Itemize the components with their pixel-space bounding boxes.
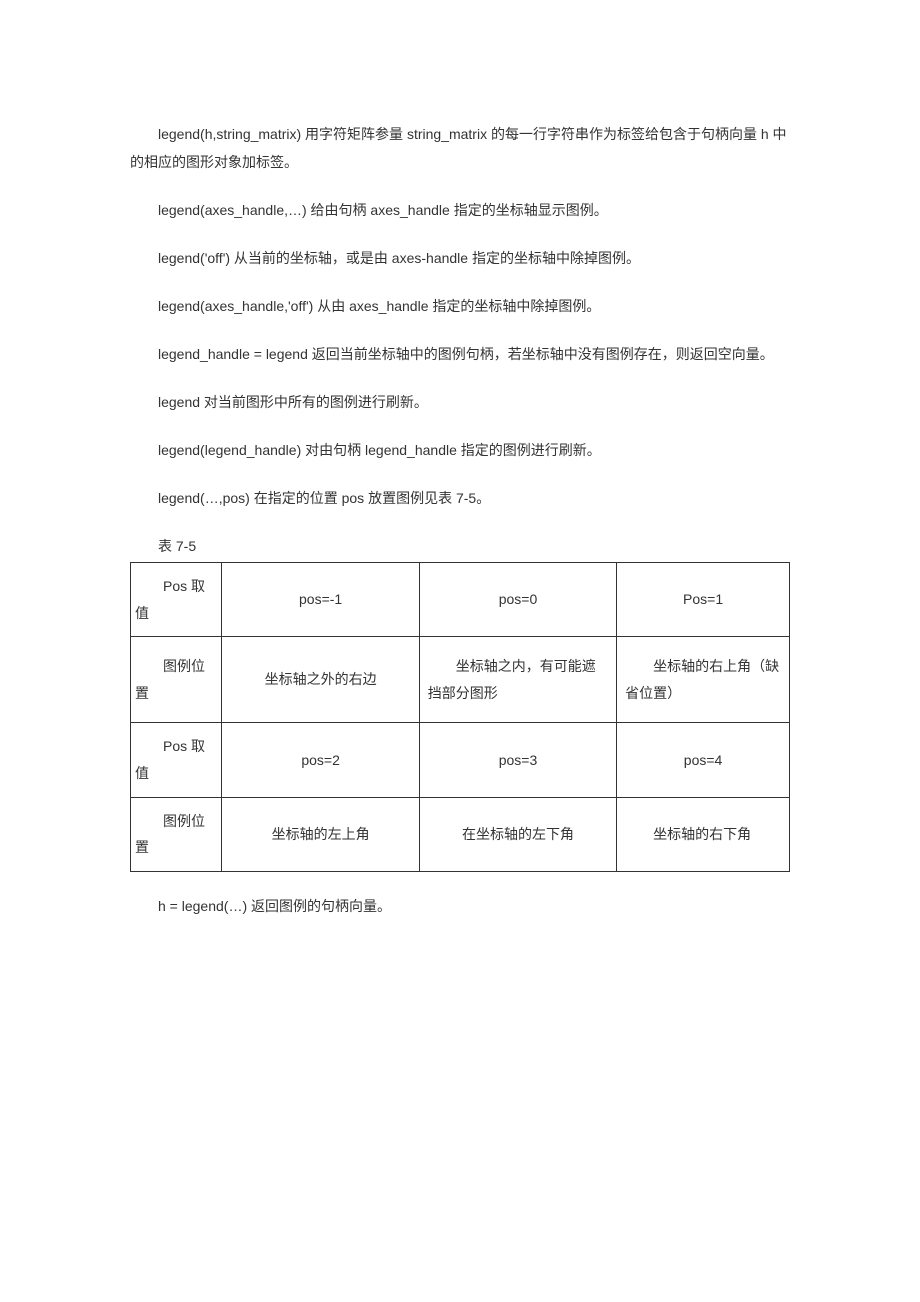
table-cell: 坐标轴的右上角（缺省位置） [617,637,790,723]
table-cell: pos=2 [222,723,419,797]
table-row: 图例位置坐标轴之外的右边坐标轴之内，有可能遮挡部分图形坐标轴的右上角（缺省位置） [131,637,790,723]
paragraph-8: legend(…,pos) 在指定的位置 pos 放置图例见表 7-5。 [130,484,790,512]
paragraph-3: legend('off') 从当前的坐标轴，或是由 axes-handle 指定… [130,244,790,272]
table-cell: 坐标轴的左上角 [222,797,419,871]
table-cell: pos=0 [419,563,616,637]
table-cell: 坐标轴的右下角 [617,797,790,871]
table-cell: Pos 取值 [131,723,222,797]
paragraph-6: legend 对当前图形中所有的图例进行刷新。 [130,388,790,416]
table-cell: pos=-1 [222,563,419,637]
table-cell: pos=4 [617,723,790,797]
table-cell: Pos=1 [617,563,790,637]
table-row: Pos 取值pos=2pos=3pos=4 [131,723,790,797]
table-cell: 坐标轴之内，有可能遮挡部分图形 [419,637,616,723]
paragraph-1: legend(h,string_matrix) 用字符矩阵参量 string_m… [130,120,790,176]
table-cell: 在坐标轴的左下角 [419,797,616,871]
table-cell: 图例位置 [131,797,222,871]
paragraph-9: h = legend(…) 返回图例的句柄向量。 [130,892,790,920]
paragraph-7: legend(legend_handle) 对由句柄 legend_handle… [130,436,790,464]
paragraph-2: legend(axes_handle,…) 给由句柄 axes_handle 指… [130,196,790,224]
paragraph-5: legend_handle = legend 返回当前坐标轴中的图例句柄，若坐标… [130,340,790,368]
paragraph-4: legend(axes_handle,'off') 从由 axes_handle… [130,292,790,320]
legend-pos-table: Pos 取值pos=-1pos=0Pos=1图例位置坐标轴之外的右边坐标轴之内，… [130,562,790,872]
table-cell: 图例位置 [131,637,222,723]
table-cell: 坐标轴之外的右边 [222,637,419,723]
table-caption: 表 7-5 [130,532,790,560]
table-cell: Pos 取值 [131,563,222,637]
table-row: 图例位置坐标轴的左上角在坐标轴的左下角坐标轴的右下角 [131,797,790,871]
table-cell: pos=3 [419,723,616,797]
table-row: Pos 取值pos=-1pos=0Pos=1 [131,563,790,637]
